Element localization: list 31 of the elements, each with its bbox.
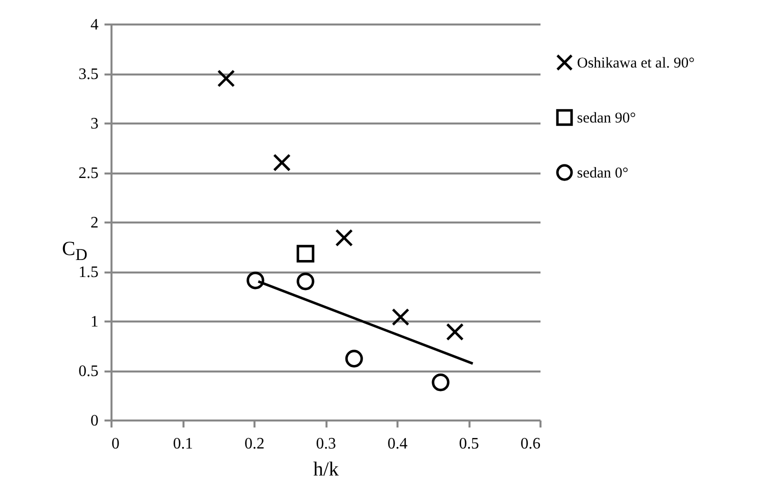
y-tick-label: 3.5 — [78, 66, 98, 83]
point — [432, 374, 450, 392]
x-tick-label: 0.6 — [520, 436, 540, 452]
point — [296, 272, 314, 290]
y-tick-label: 1 — [90, 314, 98, 330]
x-tick-label: 0.2 — [244, 436, 264, 452]
y-tick-label: 1.5 — [78, 264, 98, 281]
legend-label: sedan 90° — [577, 110, 636, 126]
x-tick-label: 0.1 — [173, 436, 193, 452]
x-tick-label: 0 — [112, 436, 120, 452]
point — [446, 323, 464, 341]
y-tick-label: 2.5 — [78, 165, 98, 182]
x-tick-label: 0.5 — [459, 436, 479, 452]
point — [392, 308, 410, 326]
point — [273, 154, 291, 172]
x-tick-label: 0.4 — [388, 436, 408, 452]
y-axis-title: C$_{D}$ — [62, 238, 88, 265]
point — [345, 350, 363, 368]
y-tick-label: 4 — [90, 16, 98, 34]
x-tick-label: 0.3 — [316, 436, 336, 452]
y-tick-label: 0.5 — [78, 363, 98, 380]
point — [246, 272, 264, 290]
point — [217, 70, 235, 88]
legend-label: Oshikawa et al. 90° — [577, 56, 695, 72]
x-axis-title: h/k — [313, 458, 339, 480]
point — [296, 244, 314, 263]
point — [335, 229, 353, 247]
y-tick-label: 2 — [90, 214, 98, 232]
y-tick-label: 3 — [90, 116, 98, 132]
y-tick-label: 0 — [90, 412, 98, 430]
legend-label: sedan 0° — [577, 166, 628, 182]
